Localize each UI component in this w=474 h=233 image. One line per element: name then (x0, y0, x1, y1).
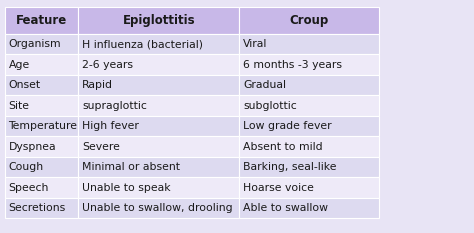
Text: Able to swallow: Able to swallow (243, 203, 328, 213)
Bar (78, 157, 239, 177)
Text: Secretions: Secretions (9, 203, 66, 213)
Bar (5, 54, 78, 75)
Text: Low grade fever: Low grade fever (243, 121, 332, 131)
Text: Gradual: Gradual (243, 80, 286, 90)
Text: Site: Site (9, 101, 29, 110)
Text: 2-6 years: 2-6 years (82, 60, 133, 69)
Text: Severe: Severe (82, 142, 120, 151)
Text: Cough: Cough (9, 162, 44, 172)
Bar (78, 7, 239, 34)
Bar (78, 198, 239, 218)
Text: Hoarse voice: Hoarse voice (243, 183, 314, 192)
Bar (5, 136, 78, 157)
Text: Barking, seal-like: Barking, seal-like (243, 162, 337, 172)
Bar (239, 116, 379, 136)
Text: Age: Age (9, 60, 30, 69)
Bar (5, 116, 78, 136)
Bar (239, 54, 379, 75)
Text: Epiglottitis: Epiglottitis (122, 14, 195, 27)
Text: Viral: Viral (243, 39, 267, 49)
Bar (5, 34, 78, 54)
Text: supraglottic: supraglottic (82, 101, 147, 110)
Bar (5, 157, 78, 177)
Text: Speech: Speech (9, 183, 49, 192)
Text: Temperature: Temperature (9, 121, 78, 131)
Text: subglottic: subglottic (243, 101, 297, 110)
Bar (78, 136, 239, 157)
Bar (239, 157, 379, 177)
Text: Croup: Croup (290, 14, 329, 27)
Bar (78, 34, 239, 54)
Bar (239, 136, 379, 157)
Text: Dyspnea: Dyspnea (9, 142, 56, 151)
Text: Rapid: Rapid (82, 80, 113, 90)
Bar (78, 177, 239, 198)
Text: Organism: Organism (9, 39, 61, 49)
Bar (5, 7, 78, 34)
Bar (78, 116, 239, 136)
Bar (78, 54, 239, 75)
Text: 6 months -3 years: 6 months -3 years (243, 60, 342, 69)
Bar (5, 198, 78, 218)
Text: Unable to speak: Unable to speak (82, 183, 171, 192)
Text: Feature: Feature (16, 14, 67, 27)
Bar (239, 95, 379, 116)
Bar (78, 95, 239, 116)
Bar (239, 7, 379, 34)
Text: H influenza (bacterial): H influenza (bacterial) (82, 39, 203, 49)
Bar (239, 198, 379, 218)
Bar (5, 95, 78, 116)
Bar (78, 75, 239, 95)
Bar (239, 34, 379, 54)
Text: Unable to swallow, drooling: Unable to swallow, drooling (82, 203, 233, 213)
Bar (239, 177, 379, 198)
Bar (5, 75, 78, 95)
Text: High fever: High fever (82, 121, 139, 131)
Bar (5, 177, 78, 198)
Text: Minimal or absent: Minimal or absent (82, 162, 180, 172)
Text: Absent to mild: Absent to mild (243, 142, 323, 151)
Text: Onset: Onset (9, 80, 41, 90)
Bar (239, 75, 379, 95)
